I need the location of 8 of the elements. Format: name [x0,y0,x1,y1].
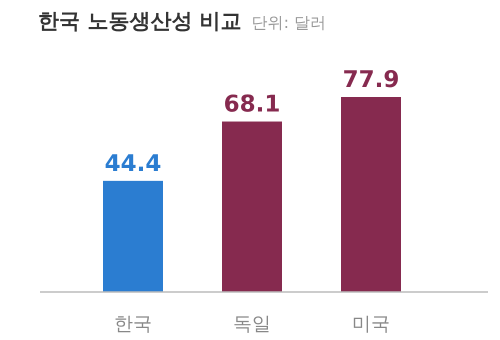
data-label: 77.9 [342,67,400,93]
x-tick-label: 미국 [352,313,390,335]
data-label: 68.1 [224,92,280,118]
chart-subtitle: 단위: 달러 [252,13,326,32]
data-label: 44.4 [104,150,162,177]
x-tick-label: 한국 [114,313,152,335]
chart-title: 한국 노동생산성 비교 [38,9,242,33]
x-tick-label: 독일 [233,313,271,335]
